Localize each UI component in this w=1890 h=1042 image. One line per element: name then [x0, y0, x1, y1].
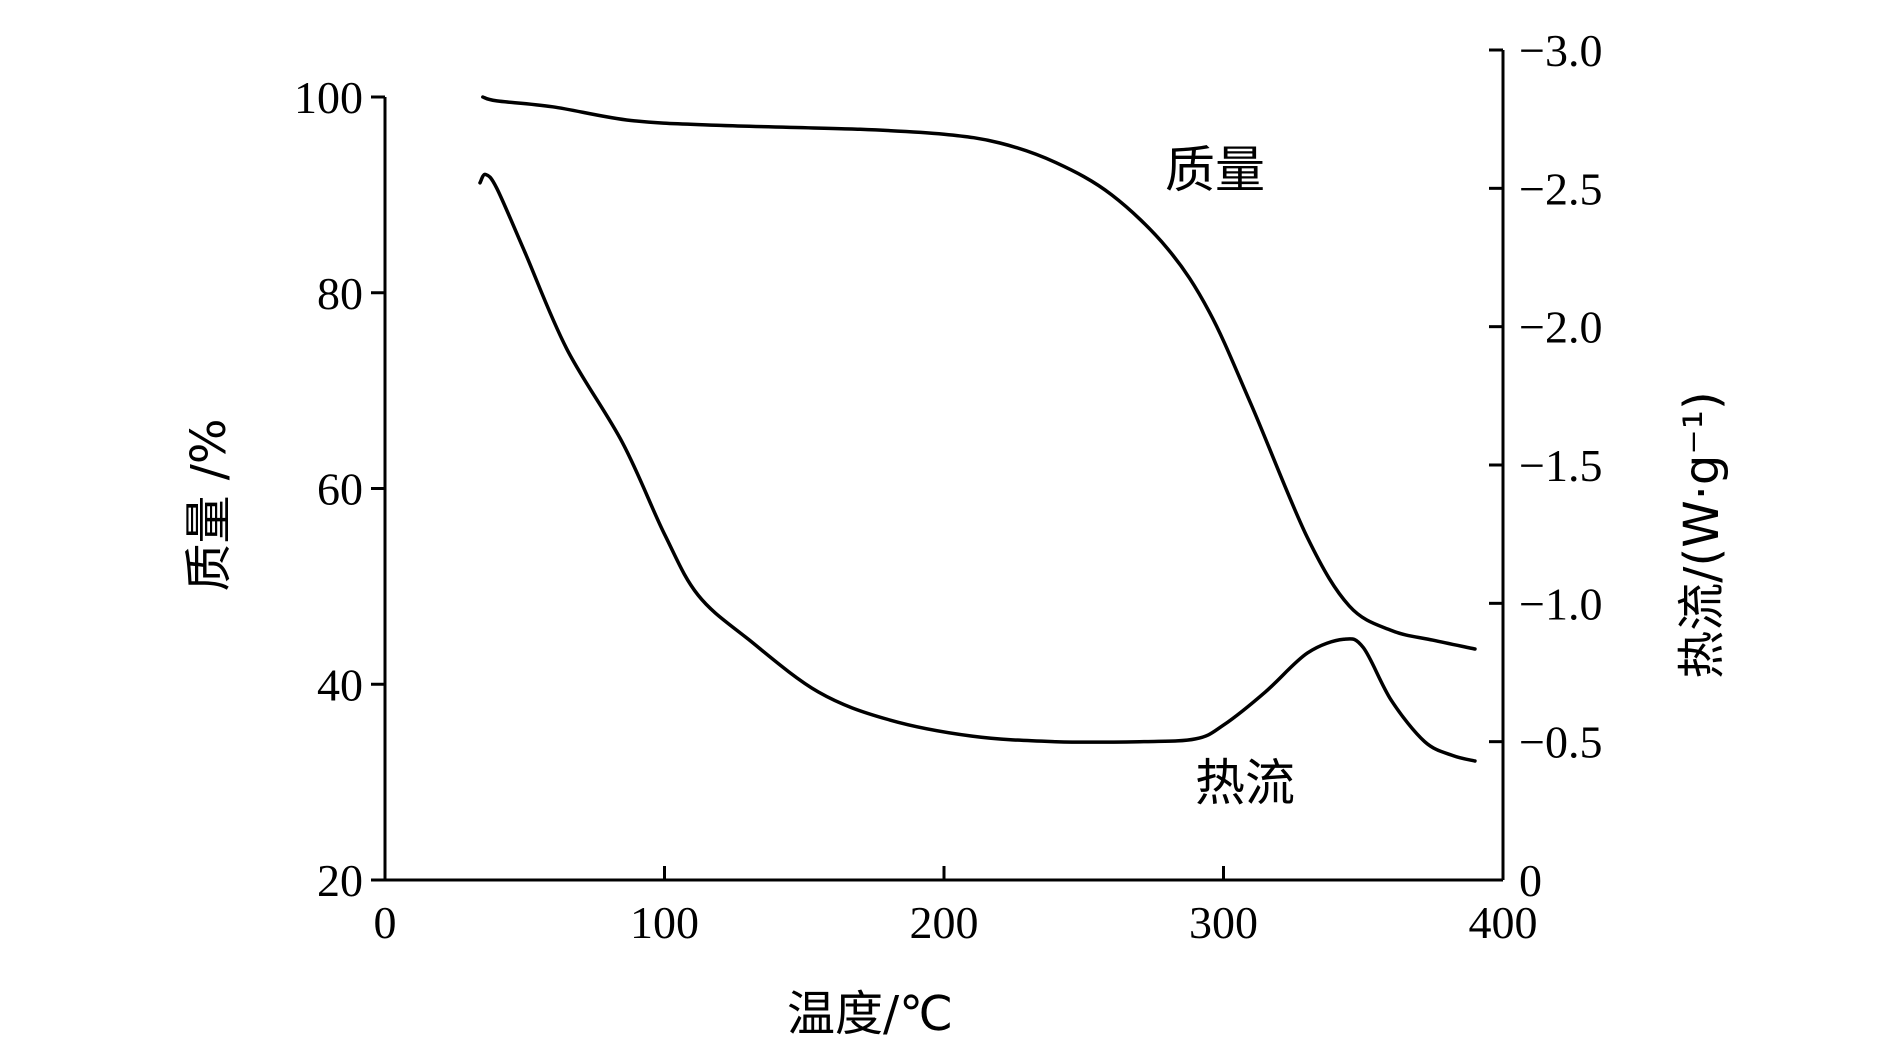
left-y-axis-title: 质量 /%	[181, 418, 237, 591]
right-y-tick-label: −1.5	[1519, 440, 1602, 491]
series-layer	[478, 95, 1477, 763]
plot-frame	[383, 50, 1505, 882]
series-label-mass: 质量	[1165, 141, 1265, 199]
right-y-tick-label: −0.5	[1519, 717, 1602, 768]
heat-flow-curve	[478, 172, 1477, 763]
mass-curve	[481, 95, 1477, 651]
right-y-tick-label: −3.0	[1519, 25, 1602, 76]
right-y-tick-label: 0	[1519, 855, 1542, 906]
series-label-heatflow: 热流	[1195, 754, 1295, 812]
left-y-tick-label: 80	[317, 268, 363, 319]
right-y-tick-label: −2.0	[1519, 302, 1602, 353]
left-y-tick-label: 40	[317, 659, 363, 710]
x-tick-label: 200	[910, 897, 979, 948]
left-y-tick-label: 20	[317, 855, 363, 906]
right-y-tick-label: −2.5	[1519, 163, 1602, 214]
right-y-tick-label: −1.0	[1519, 578, 1602, 629]
x-axis-title: 温度/℃	[787, 986, 953, 1042]
left-y-tick-label: 60	[317, 464, 363, 515]
right-y-ticks: 0 −0.5 −1.0 −1.5 −2.0 −2.5 −3.0	[1489, 25, 1602, 906]
x-tick-label: 400	[1469, 897, 1538, 948]
right-y-axis-title: 热流/(W·g⁻¹)	[1674, 391, 1730, 678]
x-tick-label: 100	[630, 897, 699, 948]
left-y-tick-label: 100	[294, 72, 363, 123]
left-y-ticks: 20 40 60 80 100	[294, 72, 385, 906]
x-ticks: 0 100 200 300 400	[374, 866, 1538, 948]
x-tick-label: 300	[1189, 897, 1258, 948]
x-tick-label: 0	[374, 897, 397, 948]
